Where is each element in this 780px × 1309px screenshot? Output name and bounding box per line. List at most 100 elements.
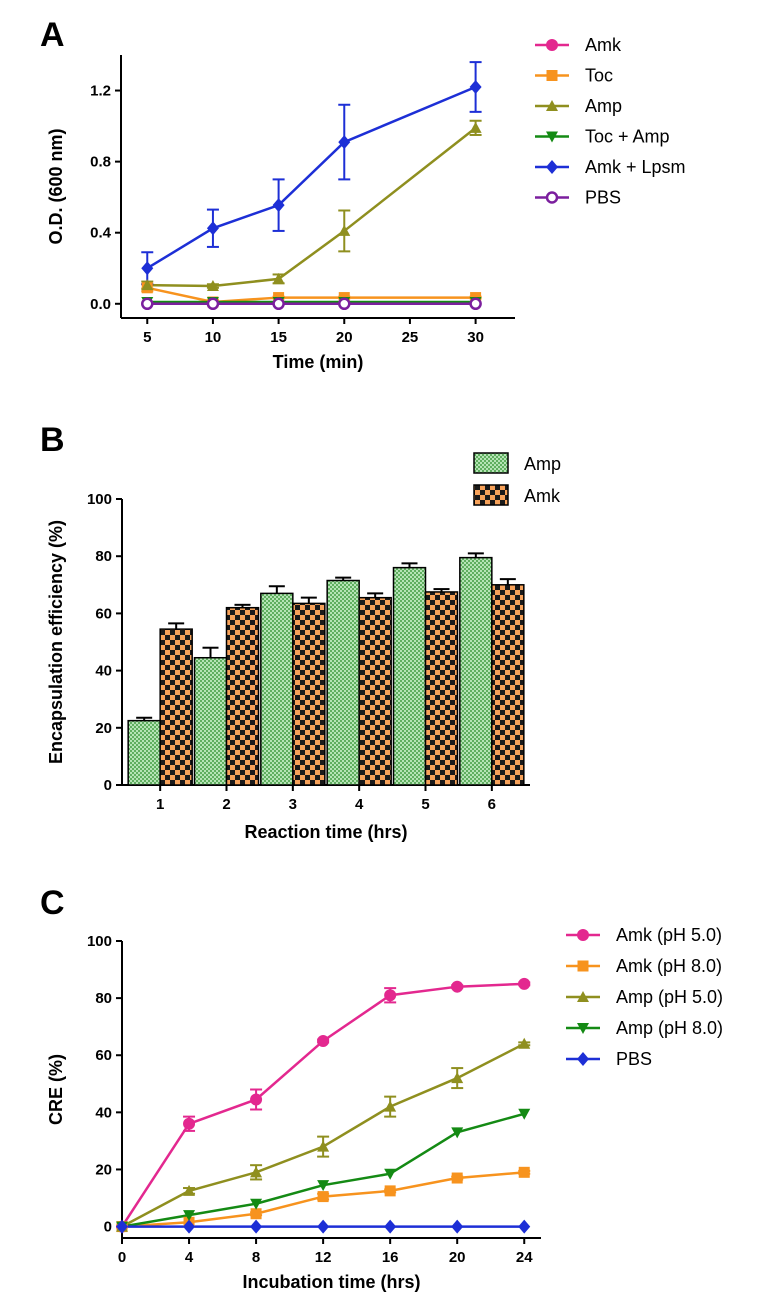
data-point (317, 1219, 330, 1234)
x-tick-label: 3 (289, 796, 297, 813)
series-line (147, 286, 476, 304)
y-tick-label: 1.2 (90, 83, 111, 100)
legend-label: Amk (524, 486, 561, 506)
data-point (183, 1210, 196, 1222)
y-tick-label: 40 (95, 663, 112, 680)
legend-marker (545, 191, 559, 204)
x-tick-label: 20 (336, 329, 353, 346)
legend-label: Amk (pH 8.0) (616, 956, 722, 976)
data-point (451, 1072, 464, 1084)
x-axis-title: Incubation time (hrs) (242, 1272, 420, 1292)
x-axis-title: Reaction time (hrs) (244, 822, 407, 842)
data-point (141, 279, 154, 291)
bar (159, 628, 193, 786)
legend-marker (546, 70, 558, 81)
x-axis-title: Time (min) (273, 352, 364, 372)
panel-b: 0 20 40 60 80 100 1 2 3 4 5 6 Reaction time (hrs) Enc… (46, 452, 561, 842)
legend-marker (577, 960, 589, 972)
legend-marker (577, 1023, 589, 1034)
y-tick-label: 0 (104, 777, 112, 794)
data-point (206, 297, 220, 311)
y-axis-title: O.D. (600 nm) (46, 128, 66, 244)
y-tick-label: 40 (95, 1104, 112, 1121)
data-point (272, 272, 285, 284)
data-point (272, 297, 285, 311)
data-point (338, 297, 351, 311)
data-point (384, 989, 397, 1002)
bar (193, 656, 228, 786)
legend-marker (546, 131, 558, 143)
legend-swatch (473, 452, 509, 474)
x-tick-label: 0 (118, 1249, 126, 1266)
bar (392, 566, 427, 786)
data-point (451, 1219, 464, 1234)
panel-a: 5 10 15 20 25 30 0.0 0.4 0.8 1.2 Time (min) O.D. (6… (46, 35, 686, 372)
data-point (469, 79, 482, 94)
legend-label: Amp (524, 454, 561, 474)
data-point (250, 1198, 263, 1210)
legend-label: Amp (pH 5.0) (616, 987, 723, 1007)
x-tick-label: 4 (355, 796, 364, 813)
bar (358, 596, 392, 786)
data-point (250, 1219, 263, 1234)
data-point (141, 261, 154, 276)
data-point (518, 977, 531, 990)
x-tick-label: 10 (205, 329, 222, 346)
legend-label: PBS (616, 1049, 652, 1069)
y-tick-label: 0.8 (90, 154, 111, 171)
y-tick-label: 20 (95, 1161, 112, 1178)
legend-swatch (473, 484, 509, 506)
y-axis-title: Encapsulation efficiency (%) (46, 520, 66, 764)
legend-label: Amp (pH 8.0) (616, 1018, 723, 1038)
bar (225, 606, 260, 786)
data-point (518, 1219, 531, 1234)
legend-marker (546, 39, 558, 51)
bar (459, 556, 493, 786)
bar (127, 719, 161, 786)
data-point (338, 135, 351, 150)
bar (292, 602, 326, 786)
bar (424, 591, 459, 786)
legend-marker (577, 929, 589, 941)
data-point (250, 1208, 262, 1220)
data-point (384, 1100, 397, 1112)
x-tick-label: 20 (449, 1249, 466, 1266)
data-point (451, 980, 464, 993)
x-tick-label: 5 (421, 796, 429, 813)
data-point (206, 221, 219, 236)
series-line (147, 126, 477, 288)
legend-marker (577, 991, 589, 1002)
legend-marker (546, 100, 558, 111)
y-tick-label: 100 (87, 933, 112, 950)
data-point (183, 1117, 196, 1130)
x-tick-label: 4 (185, 1249, 194, 1266)
x-tick-label: 2 (222, 796, 230, 813)
legend-label: PBS (585, 188, 621, 208)
bar (326, 579, 360, 786)
data-point (206, 280, 219, 292)
legend-marker (546, 160, 558, 174)
data-point (317, 1140, 330, 1152)
series-line (121, 1112, 525, 1228)
data-point (250, 1166, 263, 1178)
data-point (250, 1093, 263, 1106)
legend-label: Amp (585, 96, 622, 116)
data-point (317, 1034, 330, 1047)
legend-label: Toc (585, 66, 613, 86)
x-tick-label: 12 (315, 1249, 332, 1266)
data-point (384, 1219, 397, 1234)
x-tick-label: 1 (156, 796, 164, 813)
x-tick-label: 25 (402, 329, 419, 346)
data-point (141, 297, 154, 311)
y-tick-label: 20 (95, 720, 112, 737)
y-tick-label: 0 (104, 1219, 112, 1236)
data-point (518, 1166, 530, 1178)
legend-label: Toc + Amp (585, 127, 670, 147)
y-axis-title: CRE (%) (46, 1054, 66, 1125)
series-line (146, 85, 477, 270)
data-point (116, 1219, 128, 1234)
legend-label: Amk (pH 5.0) (616, 925, 722, 945)
data-point (469, 121, 482, 133)
